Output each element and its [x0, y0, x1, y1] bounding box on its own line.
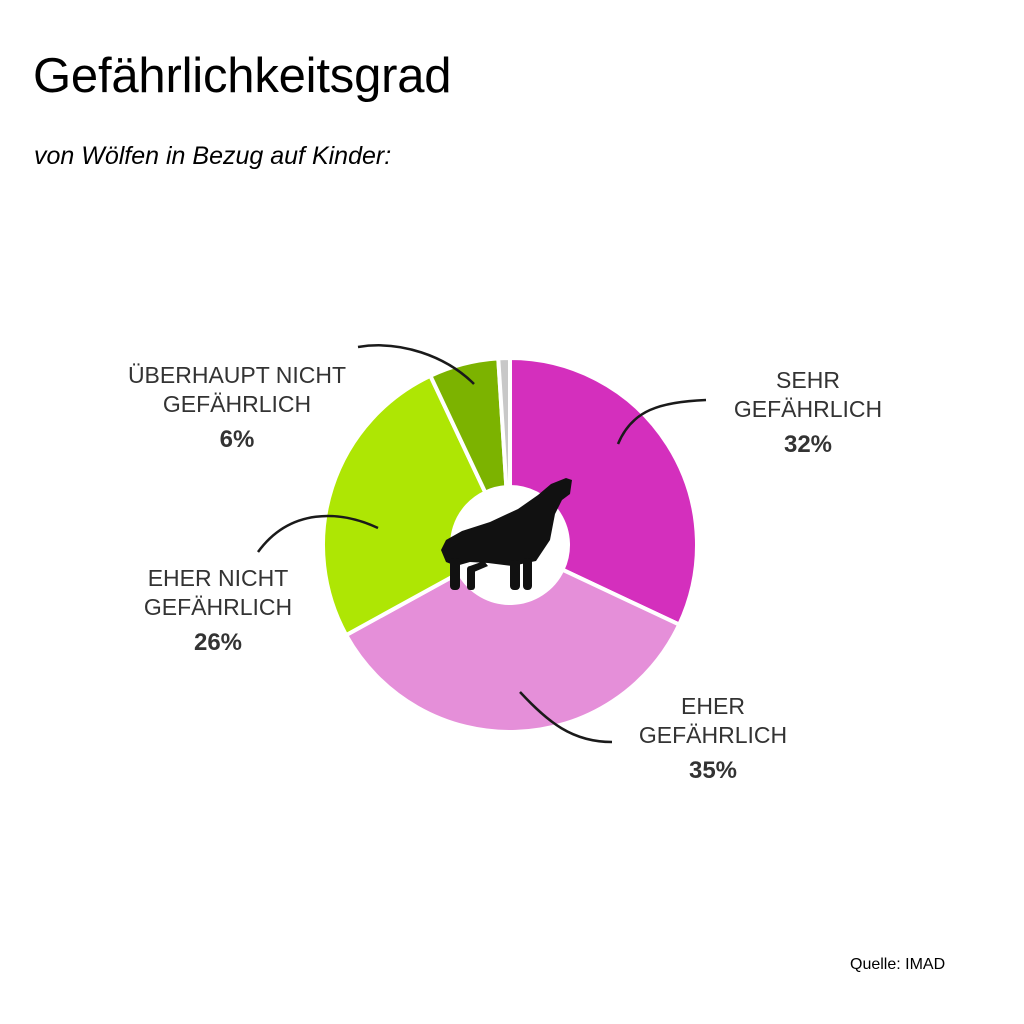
chart-subtitle: von Wölfen in Bezug auf Kinder: — [34, 142, 392, 170]
slice-sehr-gefährlich — [508, 355, 699, 628]
slice-label-überhaupt-nicht-gefährlich-line-1: ÜBERHAUPT NICHT — [128, 362, 346, 388]
leader-line-eher-gefährlich — [519, 691, 613, 744]
slice-value-eher-nicht-gefährlich: 26% — [194, 629, 242, 656]
slice-label-eher-nicht-gefährlich-line-1: EHER NICHT — [148, 565, 289, 591]
slice-value-überhaupt-nicht-gefährlich: 6% — [220, 426, 255, 453]
slice-label-sehr-gefährlich-line-1: SEHR — [776, 367, 840, 393]
source-note: Quelle: IMAD — [850, 956, 946, 973]
slice-label-sehr-gefährlich-line-2: GEFÄHRLICH — [734, 396, 882, 422]
slice-eher-gefährlich — [343, 567, 682, 734]
leader-line-sehr-gefährlich — [616, 398, 707, 445]
chart-title: Gefährlichkeitsgrad — [33, 49, 452, 103]
leader-line-eher-nicht-gefährlich — [256, 514, 379, 553]
slice-label-eher-nicht-gefährlich-line-2: GEFÄHRLICH — [144, 594, 292, 620]
slice-other — [496, 355, 512, 490]
wolf-howling-icon — [441, 478, 572, 590]
slice-label-überhaupt-nicht-gefährlich-line-2: GEFÄHRLICH — [163, 391, 311, 417]
slice-value-eher-gefährlich: 35% — [689, 757, 737, 784]
leader-line-überhaupt-nicht-gefährlich — [357, 344, 475, 385]
slice-label-eher-gefährlich-line-1: EHER — [681, 693, 745, 719]
slice-label-eher-gefährlich-line-2: GEFÄHRLICH — [639, 722, 787, 748]
slice-value-sehr-gefährlich: 32% — [784, 431, 832, 458]
